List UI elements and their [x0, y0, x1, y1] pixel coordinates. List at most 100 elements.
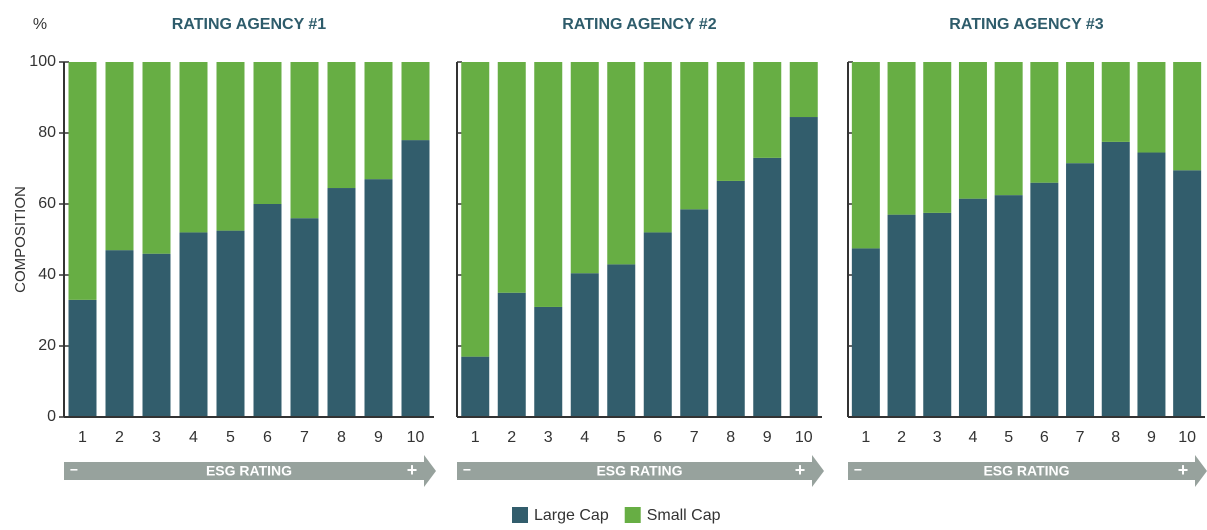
bar-segment	[534, 62, 563, 307]
bar-segment	[1173, 170, 1202, 417]
bar-segment	[1066, 62, 1095, 164]
x-tick-label: 2	[115, 429, 124, 446]
bar-segment	[534, 306, 563, 417]
bar-segment	[327, 62, 356, 189]
bar-segment	[179, 232, 208, 417]
bar-segment	[958, 62, 987, 199]
x-tick-label: 6	[653, 429, 662, 446]
x-tick-label: 8	[337, 429, 346, 446]
bar-segment	[958, 198, 987, 417]
bar-segment	[364, 179, 393, 417]
bar-segment	[570, 62, 599, 274]
legend-swatch	[624, 507, 641, 523]
y-tick-label: 0	[47, 408, 56, 425]
x-tick-label: 10	[1178, 429, 1196, 446]
bar-segment	[216, 62, 245, 231]
legend-label: Small Cap	[647, 507, 721, 524]
bar-segment	[851, 62, 880, 249]
x-tick-label: 9	[763, 429, 772, 446]
x-tick-label: 4	[968, 429, 977, 446]
bar-segment	[68, 299, 97, 417]
legend-label: Large Cap	[534, 507, 609, 524]
arrow-high: +	[1178, 460, 1189, 480]
x-tick-label: 1	[471, 429, 480, 446]
bar-segment	[142, 253, 171, 417]
bar-segment	[643, 62, 672, 233]
x-tick-label: 1	[78, 429, 87, 446]
bar-segment	[105, 62, 134, 251]
bar-segment	[1030, 182, 1059, 417]
bar-segment	[105, 250, 134, 417]
x-tick-label: 10	[407, 429, 425, 446]
y-tick-label: 40	[38, 266, 56, 283]
bar-segment	[1101, 62, 1130, 142]
bar-segment	[643, 232, 672, 417]
bar-segment	[994, 62, 1023, 196]
bar-segment	[401, 62, 430, 141]
y-tick-label: 100	[29, 53, 56, 70]
bar-segment	[1101, 141, 1130, 417]
x-tick-label: 7	[1076, 429, 1085, 446]
bar-segment	[290, 218, 319, 417]
bar-segment	[1173, 62, 1202, 171]
bar-segment	[923, 62, 952, 213]
chart-title: RATING AGENCY #3	[949, 16, 1104, 33]
arrow-low: −	[463, 462, 471, 478]
bar-segment	[1137, 152, 1166, 417]
x-tick-label: 9	[1147, 429, 1156, 446]
bar-segment	[680, 62, 709, 210]
x-tick-label: 4	[189, 429, 198, 446]
bar-segment	[253, 62, 282, 204]
x-tick-label: 6	[263, 429, 272, 446]
x-tick-label: 7	[300, 429, 309, 446]
x-tick-label: 5	[226, 429, 235, 446]
arrow-high: +	[407, 460, 418, 480]
arrow-low: −	[70, 462, 78, 478]
bar-segment	[461, 356, 490, 417]
bar-segment	[1137, 62, 1166, 153]
bar-segment	[570, 273, 599, 417]
bar-segment	[753, 62, 782, 158]
bar-segment	[923, 212, 952, 417]
bar-segment	[753, 157, 782, 417]
bar-segment	[497, 292, 526, 417]
bar-segment	[253, 204, 282, 417]
x-tick-label: 5	[1004, 429, 1013, 446]
esg-arrow	[64, 455, 436, 487]
bar-segment	[680, 209, 709, 417]
bar-segment	[290, 62, 319, 219]
x-tick-label: 7	[690, 429, 699, 446]
chart-title: RATING AGENCY #1	[172, 16, 327, 33]
x-tick-label: 4	[580, 429, 589, 446]
bar-segment	[887, 214, 916, 417]
x-tick-label: 8	[726, 429, 735, 446]
bar-segment	[68, 62, 97, 300]
bar-segment	[216, 230, 245, 417]
bar-segment	[789, 117, 818, 418]
bar-segment	[1066, 163, 1095, 417]
bar-segment	[179, 62, 208, 233]
bar-segment	[716, 62, 745, 181]
bar-segment	[994, 195, 1023, 417]
chart-title: RATING AGENCY #2	[562, 16, 717, 33]
x-tick-label: 3	[152, 429, 161, 446]
legend-swatch	[512, 507, 528, 523]
x-tick-label: 3	[544, 429, 553, 446]
y-axis-label: COMPOSITION	[12, 186, 29, 293]
bar-segment	[401, 140, 430, 417]
x-tick-label: 1	[861, 429, 870, 446]
y-tick-label: 60	[38, 195, 56, 212]
x-tick-label: 2	[897, 429, 906, 446]
arrow-label: ESG RATING	[983, 463, 1069, 479]
y-tick-label: 20	[38, 337, 56, 354]
arrow-label: ESG RATING	[206, 463, 292, 479]
x-tick-label: 2	[507, 429, 516, 446]
bar-segment	[461, 62, 490, 357]
x-tick-label: 5	[617, 429, 626, 446]
y-tick-label: 80	[38, 124, 56, 141]
x-tick-label: 10	[795, 429, 813, 446]
x-tick-label: 6	[1040, 429, 1049, 446]
bar-segment	[716, 180, 745, 417]
arrow-low: −	[854, 462, 862, 478]
